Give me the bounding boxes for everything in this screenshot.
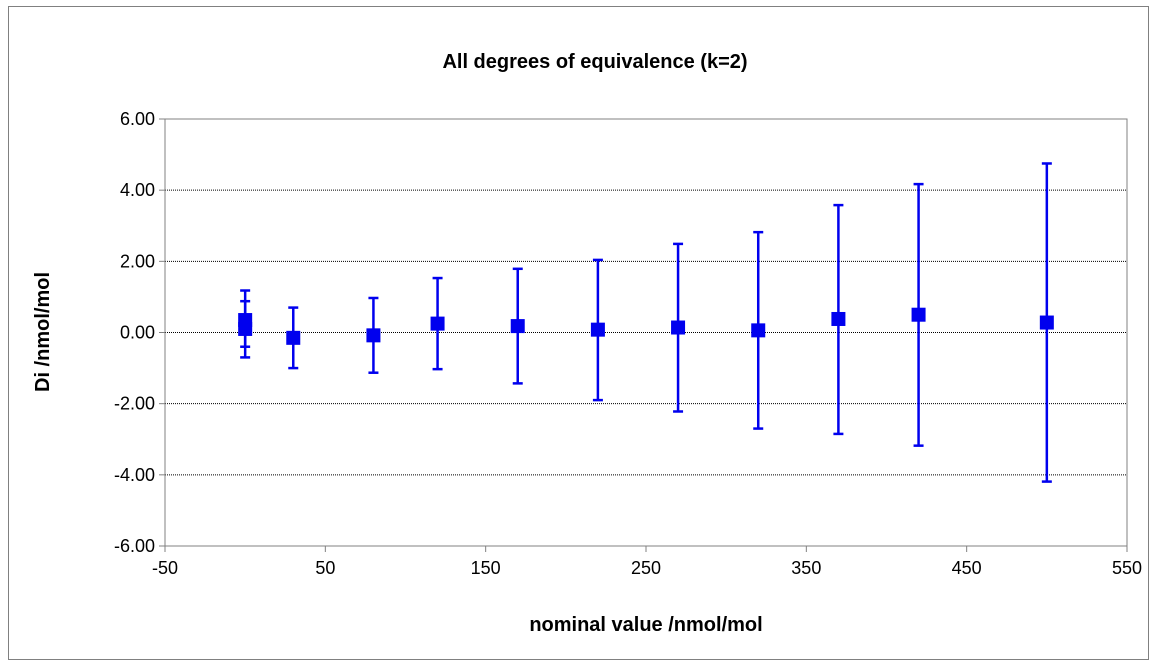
y-tick-label: 6.00 xyxy=(120,109,155,129)
y-tick-label: -2.00 xyxy=(114,394,155,414)
point-marker xyxy=(366,328,380,342)
point-marker xyxy=(591,323,605,337)
point-marker xyxy=(751,323,765,337)
chart-title: All degrees of equivalence (k=2) xyxy=(442,51,747,73)
y-tick-labels: 6.00 4.00 2.00 0.00 -2.00 -4.00 -6.00 xyxy=(114,109,155,556)
y-tick-label: 4.00 xyxy=(120,180,155,200)
data-marks xyxy=(238,163,1054,481)
data-point xyxy=(511,269,525,384)
x-axis-title: nominal value /nmol/mol xyxy=(529,614,762,636)
y-axis-title: Di /nmol/mol xyxy=(32,272,54,392)
data-point xyxy=(1040,163,1054,481)
x-tick-label: 250 xyxy=(631,558,661,578)
point-marker xyxy=(511,319,525,333)
x-tick-label: 450 xyxy=(952,558,982,578)
y-tick-label: 2.00 xyxy=(120,251,155,271)
point-marker xyxy=(671,321,685,335)
data-point xyxy=(912,184,926,446)
point-marker xyxy=(238,322,252,336)
y-tick-label: -4.00 xyxy=(114,465,155,485)
x-tick-labels: -50 50 150 250 350 450 550 xyxy=(152,558,1142,578)
point-marker xyxy=(431,317,445,331)
tick-marks xyxy=(159,119,1127,552)
data-point xyxy=(366,298,380,373)
x-tick-label: 150 xyxy=(471,558,501,578)
data-point xyxy=(591,260,605,400)
point-marker xyxy=(286,331,300,345)
chart-area: All degrees of equivalence (k=2) 6.00 4.0… xyxy=(8,6,1149,660)
gridlines xyxy=(165,190,1127,475)
x-tick-label: -50 xyxy=(152,558,178,578)
x-tick-label: 350 xyxy=(791,558,821,578)
x-tick-label: 550 xyxy=(1112,558,1142,578)
point-marker xyxy=(912,308,926,322)
point-marker xyxy=(1040,316,1054,330)
data-point xyxy=(286,308,300,368)
x-tick-label: 50 xyxy=(315,558,335,578)
data-point xyxy=(431,278,445,369)
data-point xyxy=(831,205,845,434)
y-tick-label: 0.00 xyxy=(120,323,155,343)
y-tick-label: -6.00 xyxy=(114,536,155,556)
data-point xyxy=(238,301,252,357)
data-point xyxy=(671,244,685,412)
point-marker xyxy=(831,312,845,326)
chart-svg: All degrees of equivalence (k=2) 6.00 4.0… xyxy=(9,7,1148,659)
